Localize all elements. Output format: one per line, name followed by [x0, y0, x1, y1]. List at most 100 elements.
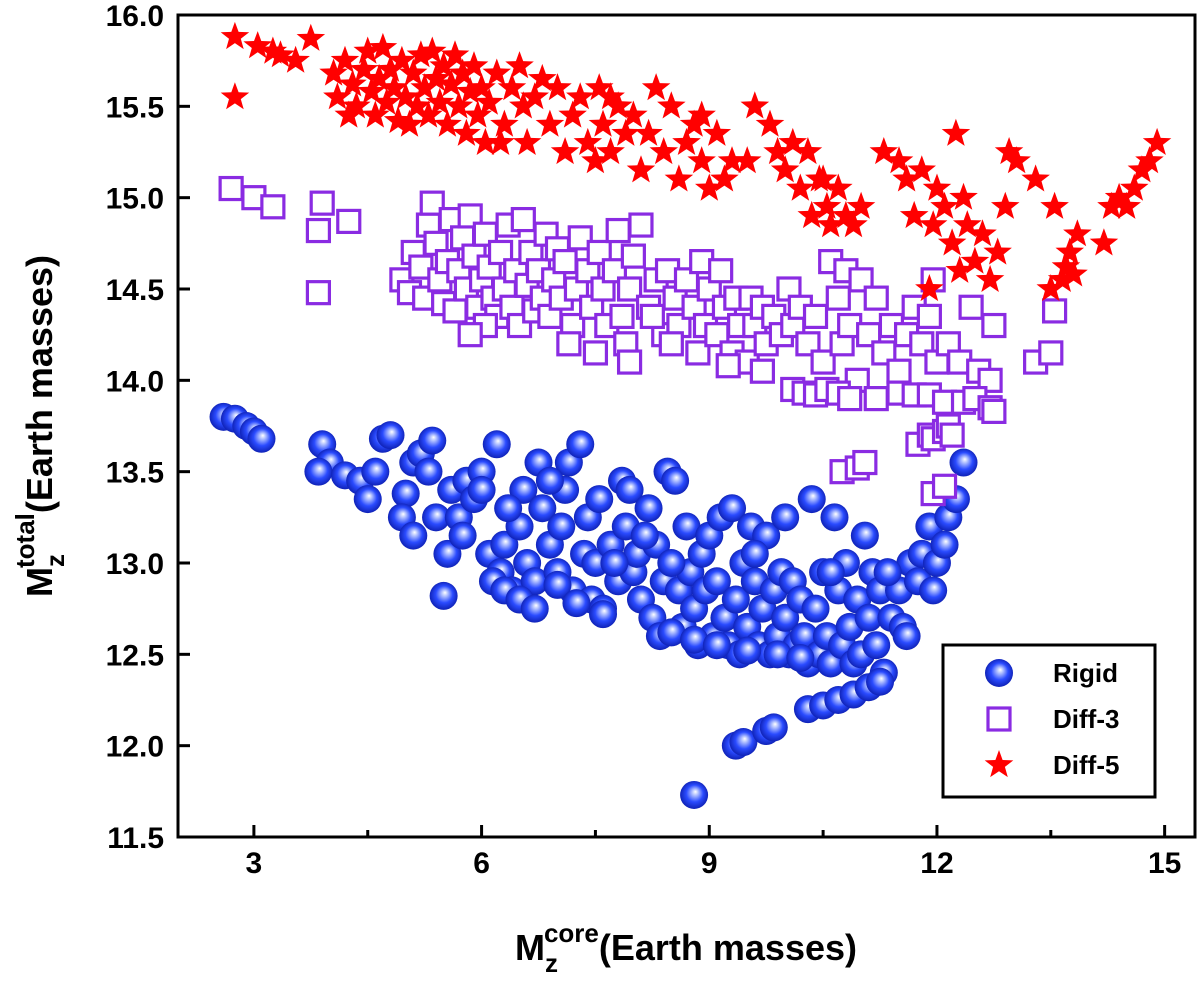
rigid-point — [680, 625, 709, 654]
diff-3-point — [487, 239, 514, 266]
diff-5-point — [839, 210, 868, 238]
legend-marker-diff-5 — [984, 750, 1014, 778]
diff-5-point — [387, 45, 417, 73]
diff-5-point — [448, 58, 477, 86]
diff-5-point — [687, 146, 716, 174]
rigid-point — [566, 430, 595, 459]
rigid-point — [930, 530, 959, 559]
diff-5-point — [463, 100, 493, 128]
diff-5-point — [410, 73, 439, 101]
rigid-point — [414, 457, 443, 486]
y-axis-label-main: M — [19, 567, 60, 597]
diff-3-point — [336, 208, 362, 235]
y-axis-label-rest: (Earth masses) — [19, 255, 60, 513]
diff-3-point — [916, 303, 942, 329]
diff-5-point — [334, 100, 363, 128]
diff-5-point — [558, 100, 587, 128]
diff-5-point — [421, 63, 451, 92]
diff-5-point — [588, 109, 618, 137]
x-axis-label-sub: z — [545, 948, 558, 978]
legend-item-diff-3: Diff-3 — [986, 704, 1119, 734]
diff-5-point — [664, 164, 694, 192]
rigid-point — [949, 448, 978, 477]
rigid-point — [589, 600, 618, 629]
rigid-point — [919, 576, 948, 605]
legend-label: Diff-5 — [1053, 750, 1119, 780]
rigid-point — [771, 503, 800, 532]
legend-marker-diff-3 — [986, 706, 1012, 732]
diff-5-point — [994, 137, 1024, 165]
diff-5-point — [1120, 173, 1149, 201]
rigid-point — [615, 475, 644, 504]
diff-3-point — [582, 340, 609, 366]
rigid-point — [680, 780, 709, 809]
rigid-point — [391, 479, 420, 508]
diff-5-point — [596, 137, 625, 165]
diff-5-point — [641, 73, 671, 101]
series-diff-5 — [220, 21, 1172, 302]
diff-3-point — [260, 194, 286, 220]
diff-5-point — [922, 173, 952, 201]
rigid-point — [786, 643, 815, 672]
diff-5-point — [474, 87, 504, 115]
diff-5-point — [467, 73, 496, 101]
diff-3-point — [802, 303, 829, 329]
diff-5-point — [391, 82, 420, 110]
rigid-point — [535, 466, 564, 495]
diff-5-point — [786, 173, 815, 201]
diff-5-point — [702, 118, 732, 146]
diff-3-point — [218, 175, 244, 202]
diff-5-point — [1051, 252, 1081, 280]
diff-5-point — [372, 87, 401, 115]
diff-5-point — [585, 73, 614, 101]
diff-5-point — [505, 51, 534, 79]
rigid-point — [759, 713, 788, 742]
plot-frame — [176, 13, 1197, 839]
rigid-point — [353, 485, 382, 514]
diff-5-point — [380, 73, 409, 101]
diff-5-point — [364, 63, 394, 92]
diff-3-point — [601, 258, 627, 284]
diff-3-point — [442, 298, 468, 324]
diff-5-point — [433, 109, 462, 137]
rigid-point — [657, 618, 686, 647]
diff-5-point — [649, 137, 678, 165]
diff-5-point — [581, 146, 610, 174]
rigid-point — [422, 503, 451, 532]
diff-5-point — [816, 210, 845, 238]
diff-5-point — [611, 118, 640, 146]
diff-3-point — [715, 353, 741, 379]
diff-3-point — [457, 203, 483, 229]
rigid-point — [721, 585, 750, 614]
diff-3-point — [981, 312, 1007, 339]
diff-5-point — [1059, 259, 1088, 287]
diff-5-point — [399, 58, 428, 86]
diff-5-point — [471, 127, 500, 155]
x-axis-label: Mzcore(Earth masses) — [515, 918, 857, 978]
diff-5-point — [349, 54, 379, 82]
rigid-point — [797, 485, 826, 514]
diff-5-point — [1021, 164, 1050, 192]
diff-3-point — [305, 217, 332, 244]
diff-3-point — [658, 331, 684, 357]
legend: Rigid Diff-3 Diff-5 — [941, 643, 1157, 799]
diff-5-point — [915, 274, 944, 302]
diff-5-point — [376, 54, 405, 82]
diff-5-point — [907, 155, 936, 183]
diff-5-point — [991, 191, 1020, 219]
rigid-point — [547, 512, 576, 541]
diff-5-point — [1002, 146, 1031, 174]
diff-5-point — [1063, 219, 1092, 247]
diff-3-point — [628, 212, 654, 238]
rigid-point — [528, 494, 557, 523]
diff-5-point — [695, 173, 724, 201]
diff-5-point — [281, 45, 310, 73]
rigid-point — [304, 457, 333, 486]
diff-3-point — [931, 473, 958, 499]
diff-3-point — [605, 217, 631, 244]
x-tick-label: 6 — [473, 847, 490, 880]
rigid-point — [399, 521, 428, 550]
diff-5-point — [402, 91, 432, 119]
diff-3-point — [616, 349, 643, 375]
diff-5-point — [930, 191, 959, 219]
